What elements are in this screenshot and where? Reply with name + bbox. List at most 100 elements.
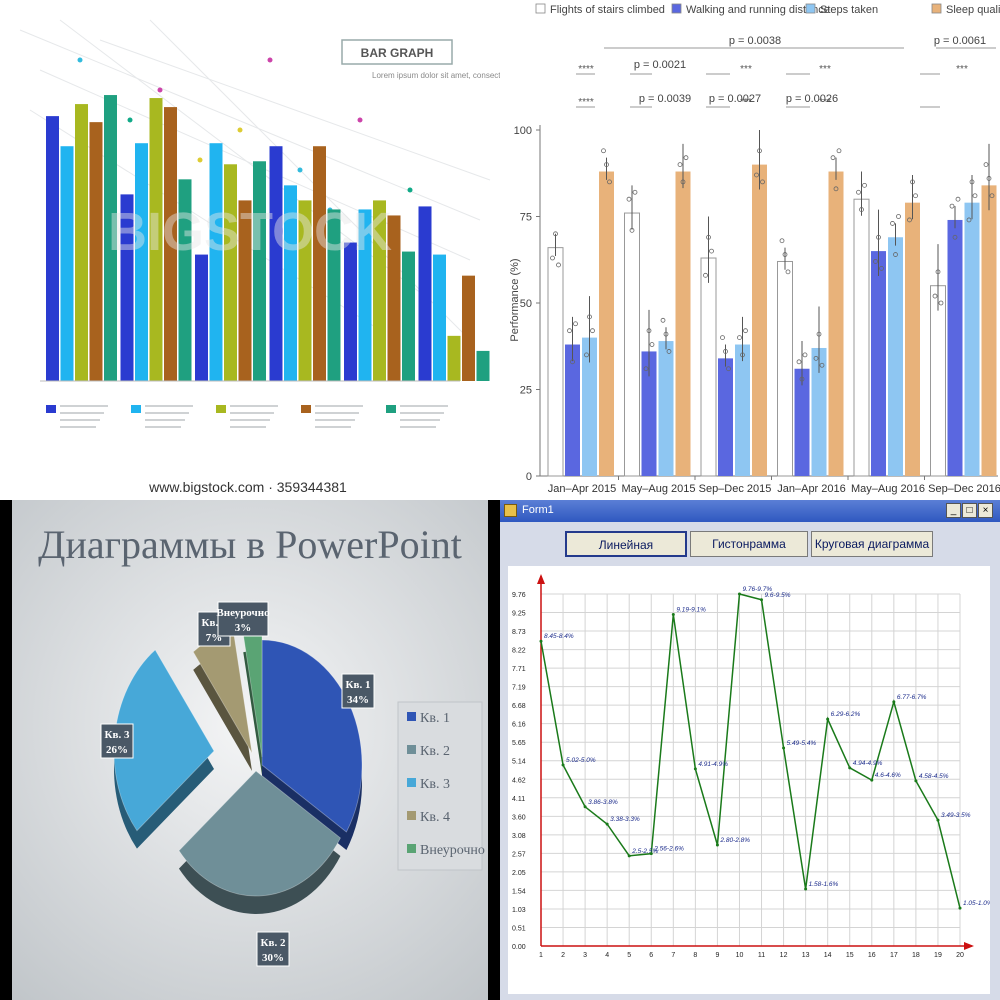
bar (905, 202, 920, 476)
x-tick-label: 11 (758, 952, 765, 959)
point-label: 4.94-4.9% (853, 760, 883, 767)
bar (253, 161, 266, 381)
significance-stars: *** (819, 64, 831, 75)
significance-stars: **** (578, 64, 594, 75)
bar (224, 164, 237, 381)
maximize-button[interactable]: □ (962, 503, 977, 518)
y-tick-label: 2.57 (512, 851, 526, 858)
watermark: BIGSTOCK (108, 202, 392, 262)
legend-placeholder-line (315, 419, 355, 421)
x-tick-label: May–Aug 2015 (622, 483, 696, 495)
legend-swatch (386, 405, 396, 413)
pie-data-label-box (100, 723, 134, 759)
legend-swatch (671, 3, 682, 14)
legend-swatch (407, 778, 416, 787)
close-button[interactable]: × (978, 503, 993, 518)
title-box (341, 39, 453, 65)
data-point (683, 155, 689, 161)
point-label: 2.80-2.8% (719, 837, 750, 844)
minimize-button[interactable]: _ (946, 503, 961, 518)
bar (582, 337, 597, 476)
data-point (649, 852, 653, 856)
line-chart-button[interactable]: Линейная диаграмма (565, 531, 687, 576)
data-point (813, 355, 819, 361)
significance-stars: *** (740, 97, 752, 108)
pie-group (113, 629, 363, 914)
point-label: 4.6-4.6% (875, 772, 901, 779)
data-point (590, 328, 595, 334)
data-point (726, 366, 731, 372)
bar (269, 146, 283, 381)
legend-placeholder-line (400, 419, 440, 421)
data-point (715, 843, 719, 847)
x-tick-label: Sep–Dec 2016 (928, 483, 1000, 495)
p-value-label: p = 0.0027 (709, 93, 761, 105)
data-point (938, 300, 944, 306)
data-point (677, 162, 683, 168)
bar (981, 185, 997, 477)
bar (700, 257, 717, 477)
p-value-label: p = 0.0038 (729, 35, 781, 47)
data-point (836, 148, 842, 154)
bar (447, 335, 461, 381)
legend-label: Steps taken (820, 4, 878, 16)
bar (178, 179, 192, 381)
legend-label: Sleep quality (946, 4, 1000, 16)
data-point (754, 172, 759, 178)
data-point (649, 342, 655, 347)
y-tick-label: 1.03 (512, 907, 526, 914)
data-point (879, 265, 884, 271)
pie-data-label-box (256, 931, 290, 967)
x-tick-label: 1 (539, 952, 543, 959)
decorative-dot (357, 117, 363, 123)
bar-graph-svg: BAR GRAPH Lorem ipsum dolor sit amet, co… (19, 19, 500, 495)
x-tick-label: 6 (649, 952, 653, 959)
pie-labels-group: Кв. 134%Кв. 230%Кв. 326%Кв. 47%Внеурочно… (100, 601, 375, 967)
bar (327, 209, 341, 381)
decorative-dot (407, 187, 413, 193)
legend-swatch (535, 3, 546, 14)
legend-label: Flights of stairs climbed (550, 4, 665, 16)
histogram-button[interactable]: Гистонрамма (690, 531, 808, 557)
data-point (913, 193, 918, 199)
data-line (540, 593, 961, 909)
decorative-line (19, 29, 481, 221)
y-tick-label: 4.62 (512, 777, 526, 784)
y-tick-label: 3.08 (512, 833, 526, 840)
data-point (932, 293, 938, 299)
data-point (583, 805, 587, 809)
bar (641, 351, 657, 476)
data-point (859, 207, 864, 212)
bar (718, 358, 733, 476)
legend-swatch (931, 3, 942, 14)
legend-placeholder-line (145, 426, 181, 428)
data-point (826, 717, 830, 721)
legend-swatch (407, 844, 416, 853)
pie-chart-button[interactable]: Круговая диаграмма (811, 531, 933, 557)
bar (565, 344, 580, 476)
y-tick-label: 5.14 (512, 759, 526, 766)
decorative-line (99, 39, 491, 181)
right-edge-bar (488, 500, 500, 1000)
bar (387, 215, 401, 381)
legend-group: Flights of stairs climbed Walking and run… (535, 3, 1000, 16)
data-point (629, 227, 635, 233)
data-point (782, 252, 788, 257)
legend-swatch (301, 405, 311, 413)
bar (373, 200, 386, 381)
data-point (819, 362, 825, 368)
pie-slice (178, 770, 341, 897)
point-label: 5.02-5.0% (566, 757, 596, 764)
y-tick-label: 2.05 (512, 870, 526, 877)
legend-placeholder-line (230, 419, 270, 421)
data-point (720, 335, 725, 341)
legend-placeholder-line (60, 412, 104, 414)
bar (735, 344, 750, 476)
x-tick-label: 3 (583, 952, 587, 959)
x-tick-label: 19 (934, 952, 942, 959)
data-point (561, 763, 565, 767)
app-icon (504, 504, 517, 517)
pie-data-label-category: Кв. 1 (346, 679, 371, 691)
data-point (802, 352, 808, 358)
bar (476, 350, 490, 381)
